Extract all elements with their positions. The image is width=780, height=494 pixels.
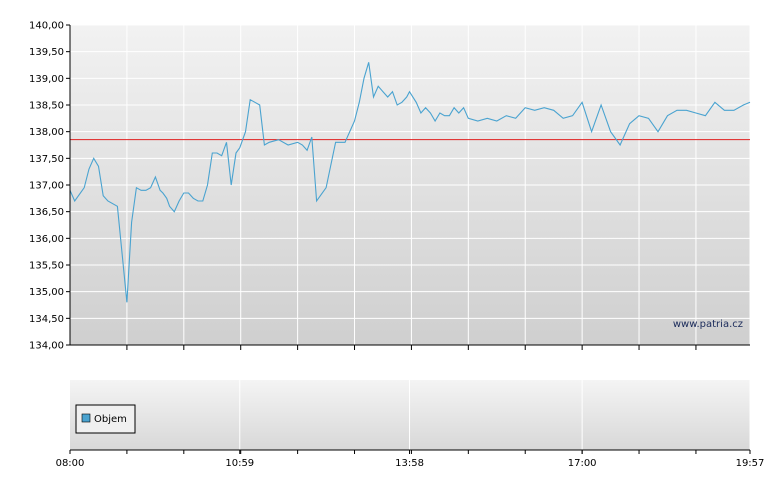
legend-swatch (81, 413, 91, 423)
price-y-tick-label: 139,00 (29, 74, 64, 85)
price-y-tick-label: 134,50 (29, 314, 64, 325)
volume-x-tick-label: 08:00 (56, 458, 85, 469)
volume-x-tick-label: 13:58 (395, 458, 424, 469)
price-y-tick-label: 137,50 (29, 154, 64, 165)
volume-legend: Objem (75, 404, 136, 434)
price-y-tick-label: 135,50 (29, 261, 64, 272)
price-y-tick-label: 137,00 (29, 181, 64, 192)
price-y-tick-label: 136,50 (29, 207, 64, 218)
legend-label: Objem (94, 414, 127, 425)
volume-gridlines-vertical (239, 380, 751, 450)
price-y-tick-label: 136,00 (29, 234, 64, 245)
price-y-tick-label: 134,00 (29, 341, 64, 352)
price-y-tick-label: 138,00 (29, 127, 64, 138)
price-x-ticks (126, 345, 697, 350)
volume-x-axis: 08:00 10:59 13:58 17:00 19:57 (56, 450, 765, 469)
price-gridlines-vertical (126, 25, 751, 350)
volume-x-tick-label: 10:59 (225, 458, 254, 469)
volume-x-tick-label: 19:57 (736, 458, 765, 469)
volume-x-tick-label: 17:00 (568, 458, 597, 469)
price-y-tick-label: 139,50 (29, 47, 64, 58)
price-y-tick-label: 140,00 (29, 21, 64, 32)
price-y-axis: 134,00 134,50 135,00 135,50 136,00 136,50 137,… (29, 21, 70, 352)
price-series-line (69, 62, 751, 303)
price-y-tick-label: 138,50 (29, 101, 64, 112)
watermark: www.patria.cz (673, 319, 743, 330)
price-y-tick-label: 135,00 (29, 287, 64, 298)
